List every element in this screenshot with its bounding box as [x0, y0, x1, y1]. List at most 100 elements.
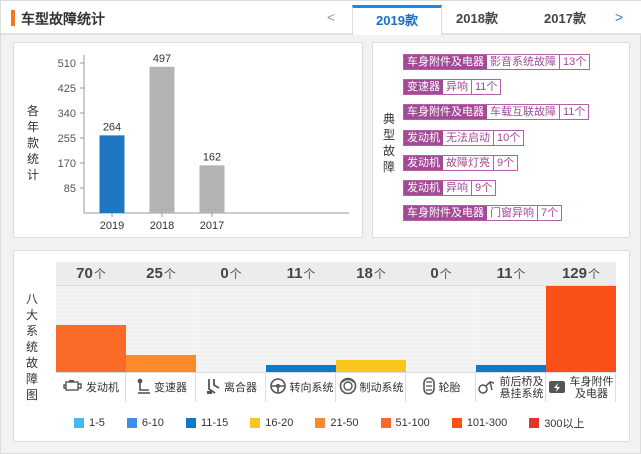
x-tick-label: 2017: [200, 220, 224, 232]
system-bar: [546, 286, 616, 372]
legend-label: 101-300: [466, 417, 508, 429]
system-label: 制动系统: [336, 372, 406, 402]
legend-item: 21-50: [315, 415, 359, 431]
system-label: 发动机: [56, 372, 126, 402]
tab-2017[interactable]: 2017款: [544, 11, 586, 26]
typical-faults-panel: 典型故障 车身附件及电器 影音系统故障 13个 变速器 异响 11个 车身附件及电器 车载…: [372, 42, 630, 238]
legend-swatch: [74, 418, 84, 428]
y-tick-label: 510: [58, 58, 76, 70]
system-label: 离合器: [196, 372, 266, 402]
system-bar-area: [336, 286, 406, 372]
system-bar-area: [546, 286, 616, 372]
system-label: 转向系统: [266, 372, 336, 402]
engine-icon: [63, 378, 86, 397]
legend-item: 101-300: [451, 415, 508, 431]
legend-swatch: [185, 418, 196, 428]
prev-arrow-icon[interactable]: <: [327, 9, 336, 25]
system-label: 前后桥及悬挂系统: [476, 372, 546, 402]
system-bar-area: [476, 286, 546, 372]
legend-swatch: [451, 418, 462, 428]
system-count: 0个: [406, 262, 476, 286]
eight-systems-panel: 八大系统故障图 70个 发动机 25个 变速器 0个 离合器 11个 转向系统 18个 制动系统 0…: [13, 250, 630, 442]
system-column[interactable]: 25个变速器: [126, 262, 196, 402]
system-bar: [56, 325, 126, 372]
system-column[interactable]: 0个离合器: [196, 262, 266, 402]
system-bar: [266, 365, 336, 372]
bar-2017: [199, 165, 225, 213]
fault-tag[interactable]: 发动机 故障灯亮 9个: [403, 154, 519, 171]
body-electric-icon: [548, 378, 569, 397]
fault-tag[interactable]: 发动机 异响 9个: [403, 179, 497, 196]
system-bar: [476, 365, 546, 372]
system-bar-area: [406, 286, 476, 372]
tab-2018[interactable]: 2018款: [456, 11, 498, 26]
system-bar: [336, 360, 406, 372]
fault-tag[interactable]: 车身附件及电器 影音系统故障 13个: [403, 54, 591, 70]
system-bar-area: [56, 286, 126, 372]
yearly-chart-panel: 各年款统计 85 170 255 340 425 510 264 2019 497 2018 162…: [13, 42, 363, 238]
eight-side-label: 八大系统故障图: [25, 292, 38, 402]
system-column[interactable]: 0个轮胎: [406, 262, 476, 402]
y-tick-label: 85: [64, 183, 76, 195]
system-bar: [126, 355, 196, 372]
legend-label: 6-10: [141, 417, 164, 429]
chart-side-label: 各年款统计: [26, 104, 39, 182]
system-count: 11个: [266, 262, 336, 286]
x-tick-label: 2019: [100, 220, 124, 232]
fault-tag[interactable]: 发动机 无法启动 10个: [403, 129, 525, 146]
system-column[interactable]: 70个发动机: [56, 262, 126, 402]
bar-value-label: 497: [153, 53, 171, 65]
legend-swatch: [529, 418, 540, 428]
system-count: 70个: [56, 262, 126, 286]
tab-2019[interactable]: 2019款: [352, 5, 442, 35]
legend-item: 6-10: [126, 415, 164, 431]
next-arrow-icon[interactable]: >: [615, 9, 624, 25]
system-label: 车身附件及电器: [546, 372, 616, 402]
y-tick-label: 425: [58, 83, 76, 95]
system-column[interactable]: 11个前后桥及悬挂系统: [476, 262, 546, 402]
y-tick-label: 255: [58, 133, 76, 145]
legend-item: 300以上: [529, 415, 585, 431]
page-title: 车型故障统计: [21, 11, 105, 27]
legend-label: 11-15: [200, 417, 229, 429]
legend-label: 1-5: [89, 417, 105, 429]
legend-label: 300以上: [544, 418, 585, 430]
title-accent: [11, 10, 15, 26]
legend-swatch: [126, 418, 137, 428]
x-tick-label: 2018: [150, 220, 174, 232]
fault-tag[interactable]: 车身附件及电器 门窗异响 7个: [403, 205, 563, 222]
legend-item: 51-100: [380, 415, 430, 431]
brake-icon: [339, 377, 360, 398]
suspension-icon: [477, 377, 499, 398]
legend-swatch: [380, 418, 391, 428]
legend-label: 16-20: [265, 417, 294, 429]
bar-value-label: 162: [203, 151, 221, 163]
bar-2019: [99, 135, 125, 213]
y-tick-label: 340: [58, 108, 76, 120]
system-bar-area: [196, 286, 266, 372]
system-count: 25个: [126, 262, 196, 286]
system-count: 0个: [196, 262, 266, 286]
fault-tag[interactable]: 变速器 异响 11个: [403, 79, 502, 96]
legend-item: 1-5: [74, 415, 105, 431]
system-label: 变速器: [126, 372, 196, 402]
color-legend: 1-5 6-10 11-15 16-20 21-50 51-100 101-300 300以上: [74, 415, 607, 431]
system-column[interactable]: 11个转向系统: [266, 262, 336, 402]
system-column[interactable]: 129个车身附件及电器: [546, 262, 616, 402]
system-bar-area: [266, 286, 336, 372]
bar-2018: [149, 66, 175, 213]
system-label: 轮胎: [406, 372, 476, 402]
system-count: 129个: [546, 262, 616, 286]
y-tick-label: 170: [58, 158, 76, 170]
legend-label: 51-100: [395, 417, 430, 429]
legend-swatch: [250, 418, 261, 428]
legend-item: 16-20: [250, 415, 293, 431]
clutch-icon: [205, 377, 224, 398]
tire-icon: [422, 377, 439, 398]
system-count: 11个: [476, 262, 546, 286]
system-column[interactable]: 18个 制动系统: [336, 262, 406, 402]
yearly-bar-chart: 85 170 255 340 425 510 264 2019 497 2018 162 2017: [58, 53, 349, 232]
fault-tag[interactable]: 车身附件及电器 车载互联故障 11个: [403, 104, 590, 121]
header: 车型故障统计 < 2019款 2018款 2017款 >: [1, 1, 641, 35]
legend-label: 21-50: [330, 417, 359, 429]
